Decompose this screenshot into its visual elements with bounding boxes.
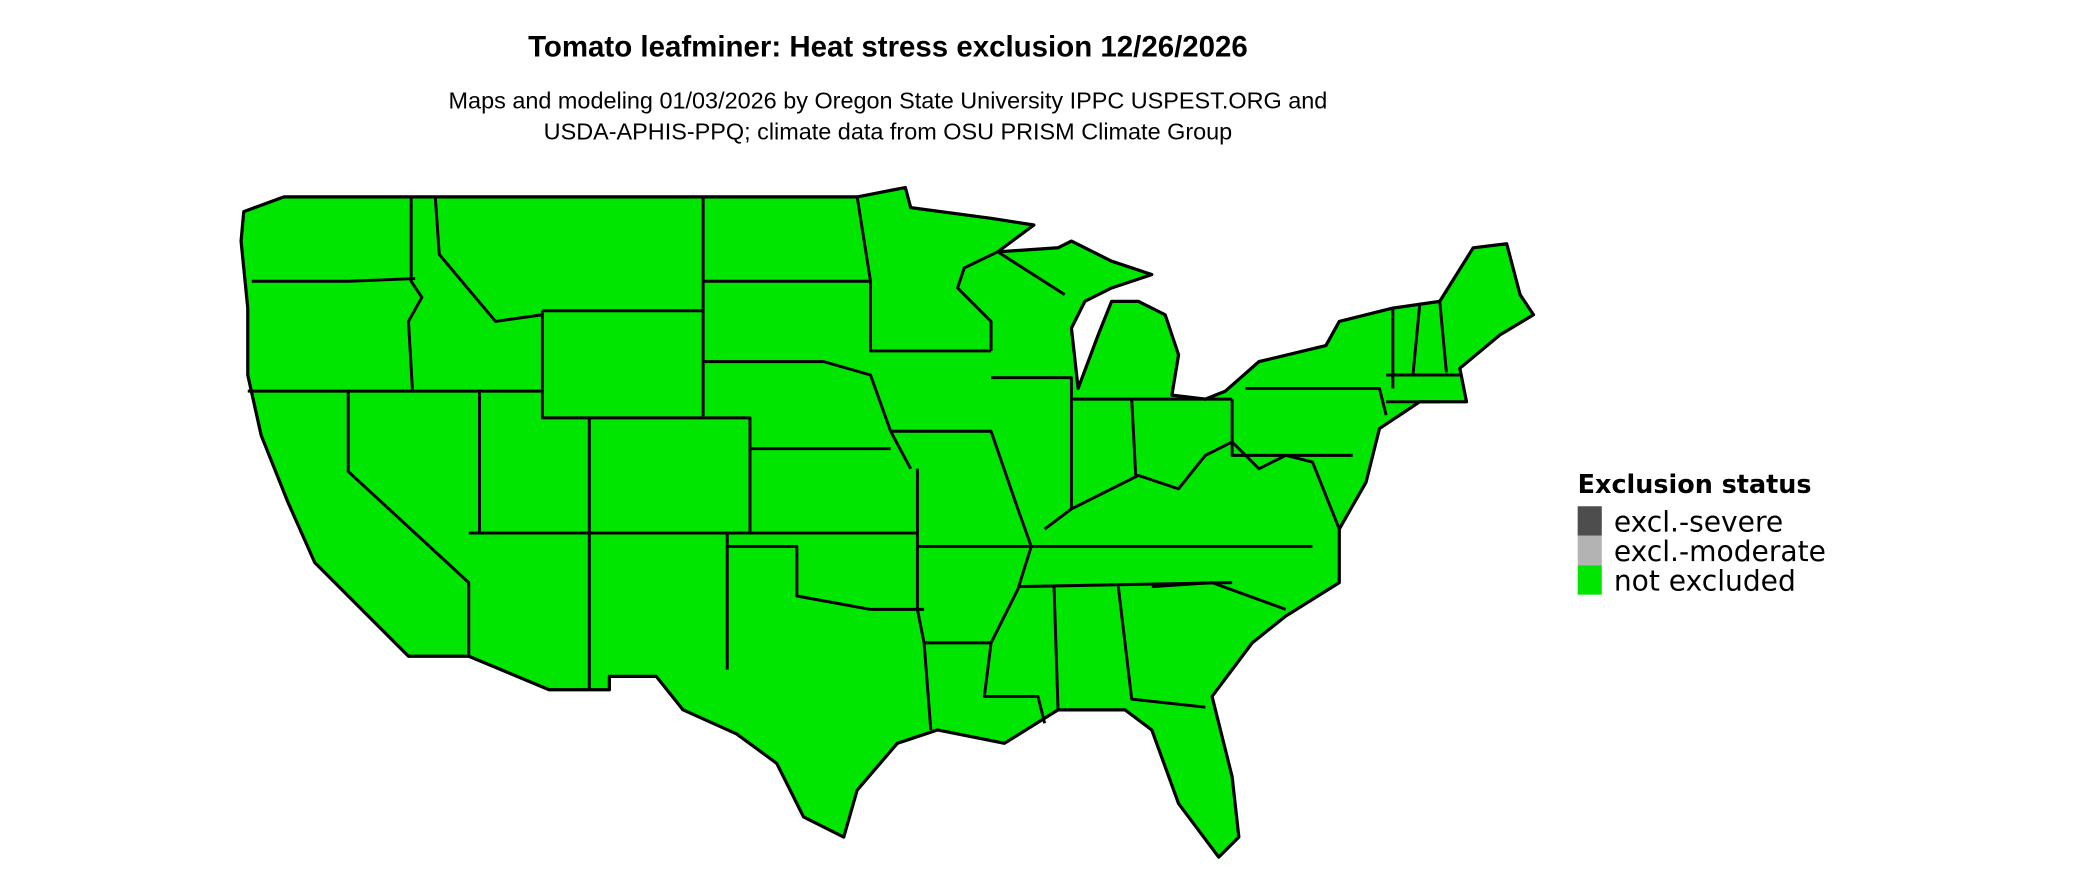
legend-swatch-severe bbox=[1577, 506, 1602, 536]
legend-label-not-excluded: not excluded bbox=[1614, 565, 1796, 598]
legend-label-moderate: excl.-moderate bbox=[1614, 535, 1826, 568]
subtitle-line-2: USDA-APHIS-PPQ; climate data from OSU PR… bbox=[544, 118, 1233, 144]
state-borders bbox=[247, 196, 1460, 731]
us-outline bbox=[239, 185, 1536, 859]
legend-title: Exclusion status bbox=[1578, 469, 1812, 499]
legend-label-severe: excl.-severe bbox=[1614, 506, 1783, 539]
map-title: Tomato leafminer: Heat stress exclusion … bbox=[528, 30, 1248, 63]
legend: Exclusion status excl.-severe excl.-mode… bbox=[1577, 469, 1826, 598]
legend-swatch-moderate bbox=[1577, 535, 1602, 566]
legend-swatch-not-excluded bbox=[1577, 565, 1602, 595]
us-map bbox=[239, 185, 1536, 859]
subtitle-line-1: Maps and modeling 01/03/2026 by Oregon S… bbox=[449, 88, 1328, 114]
